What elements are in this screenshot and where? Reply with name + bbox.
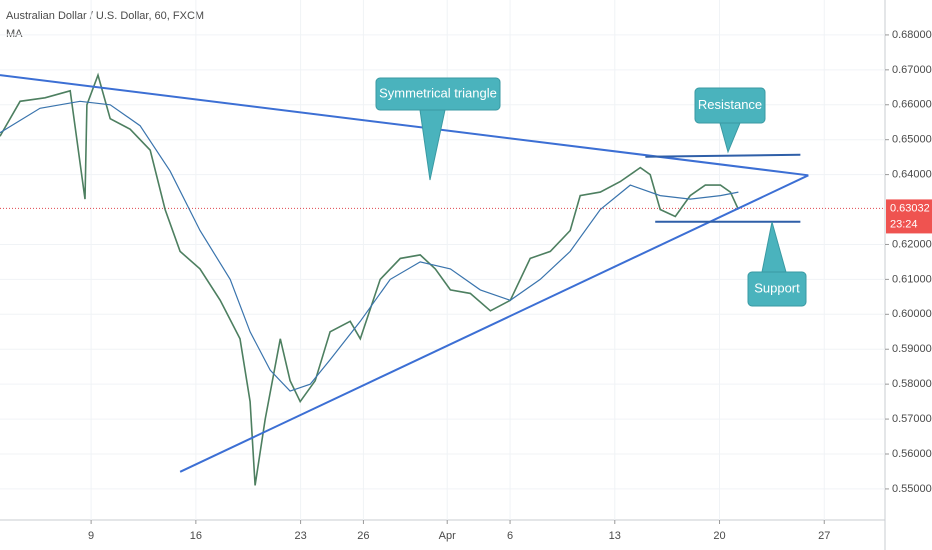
ma-line [0, 100, 739, 392]
callout-text: Resistance [698, 97, 762, 112]
x-tick-label: 9 [88, 530, 94, 542]
callout-text: Support [754, 280, 800, 295]
trendline [179, 174, 809, 473]
x-tick-label: 13 [609, 530, 621, 542]
y-tick-label: 0.60000 [892, 308, 932, 320]
trendline [0, 74, 809, 177]
trendline [645, 153, 801, 158]
callout-box [747, 271, 807, 307]
y-tick-label: 0.65000 [892, 134, 932, 146]
x-tick-label: 16 [190, 530, 202, 542]
y-tick-label: 0.67000 [892, 64, 932, 76]
x-tick-label: 26 [357, 530, 369, 542]
y-tick-label: 0.56000 [892, 448, 932, 460]
price-line [0, 72, 740, 486]
y-tick-label: 0.62000 [892, 238, 932, 250]
y-tick-label: 0.68000 [892, 29, 932, 41]
chart-title: Australian Dollar / U.S. Dollar, 60, FXC… [6, 10, 204, 22]
x-tick-label: 23 [294, 530, 306, 542]
legend-entry: MA [6, 28, 23, 40]
y-tick-label: 0.57000 [892, 413, 932, 425]
last-price-label: 0.63032 [890, 202, 930, 214]
y-tick-label: 0.64000 [892, 169, 932, 181]
x-tick-label: Apr [439, 530, 456, 542]
x-tick-label: 20 [713, 530, 725, 542]
x-tick-label: 6 [507, 530, 513, 542]
y-tick-label: 0.59000 [892, 343, 932, 355]
y-tick-label: 0.55000 [892, 483, 932, 495]
y-tick-label: 0.66000 [892, 99, 932, 111]
callout-box [375, 77, 501, 111]
y-tick-label: 0.61000 [892, 273, 932, 285]
x-tick-label: 27 [818, 530, 830, 542]
callout-text: Symmetrical triangle [379, 85, 497, 100]
callout-box [694, 87, 766, 124]
y-tick-label: 0.58000 [892, 378, 932, 390]
last-price-box [886, 199, 932, 234]
countdown: 23:24 [890, 218, 918, 230]
